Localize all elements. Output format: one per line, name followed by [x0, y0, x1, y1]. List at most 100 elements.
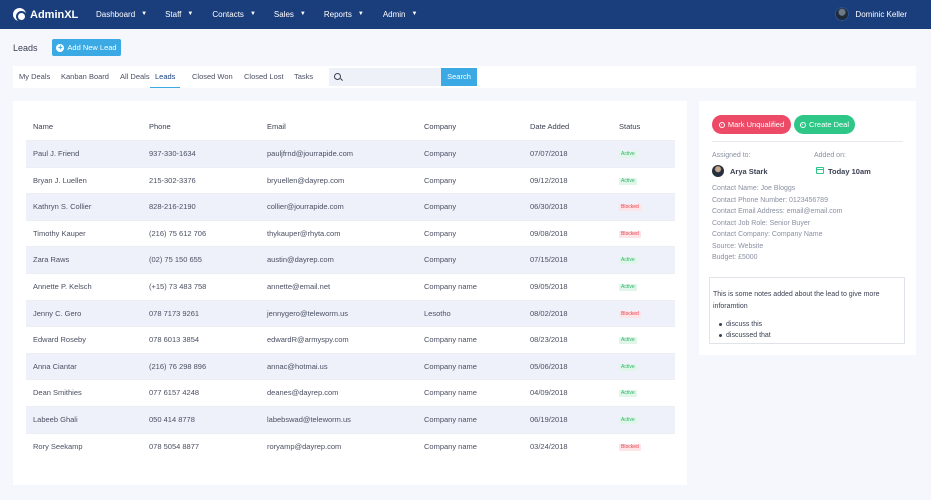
cell-company: Company: [424, 175, 457, 185]
cell-email[interactable]: edwardR@armyspy.com: [267, 335, 349, 345]
table-row[interactable]: Kathryn S. Collier 828-216-2190 collier@jo…: [26, 193, 675, 220]
column-header-status[interactable]: Status: [619, 122, 641, 131]
contact-email: Contact Email Address: email@email.com: [712, 208, 843, 215]
cell-date: 03/24/2018: [530, 441, 568, 451]
circle-icon: [718, 121, 725, 128]
cell-phone: (216) 75 612 706: [149, 228, 207, 238]
added-on-label: Added on:: [814, 152, 846, 159]
status-badge: Active: [619, 151, 637, 158]
cell-name: Edward Roseby: [33, 335, 86, 345]
cell-email[interactable]: collier@jourrapide.com: [267, 202, 344, 212]
cell-name: Zara Raws: [33, 255, 70, 265]
cell-date: 07/07/2018: [530, 149, 568, 158]
table-row[interactable]: Dean Smithies 077 6157 4248 deanes@dayrep.…: [26, 379, 675, 406]
cell-company: Company name: [424, 282, 477, 291]
nav-label: Staff: [165, 10, 182, 19]
nav-item-dashboard[interactable]: Dashboard ▼: [96, 10, 147, 19]
cell-company: Company name: [424, 361, 477, 371]
column-header-email[interactable]: Email: [267, 122, 286, 131]
cell-name: Rory Seekamp: [33, 441, 83, 451]
cell-company: Company: [424, 149, 457, 158]
cell-phone: 078 5054 8877: [149, 441, 200, 451]
leads-table: Name Phone Email Company Date Added Stat…: [13, 101, 687, 485]
nav-item-reports[interactable]: Reports ▼: [324, 10, 364, 19]
cell-name: Paul J. Friend: [33, 149, 80, 158]
column-header-company[interactable]: Company: [424, 122, 457, 131]
tab-closed-won[interactable]: Closed Won: [192, 72, 233, 81]
tab-kanban-board[interactable]: Kanban Board: [61, 72, 109, 81]
create-deal-button[interactable]: Create Deal: [794, 115, 855, 134]
brand[interactable]: AdminXL: [13, 8, 96, 22]
column-header-phone[interactable]: Phone: [149, 122, 171, 131]
table-row[interactable]: Rory Seekamp 078 5054 8877 roryamp@dayrep.…: [26, 432, 675, 460]
assigned-to-name[interactable]: Arya Stark: [730, 167, 768, 176]
nav-item-sales[interactable]: Sales ▼: [274, 10, 306, 19]
table-row[interactable]: Bryan J. Luellen 215-302-3376 bryuellen@da…: [26, 166, 675, 194]
notes-box: This is some notes added about the lead …: [709, 277, 905, 344]
table-row[interactable]: Jenny C. Gero 078 7173 9261 jennygero@tele…: [26, 299, 675, 327]
search-button[interactable]: Search: [441, 68, 477, 86]
mark-unqualified-label: Mark Unqualified: [727, 120, 785, 129]
mark-unqualified-button[interactable]: Mark Unqualified: [712, 115, 791, 134]
cell-date: 08/23/2018: [530, 335, 568, 345]
contact-job-role: Contact Job Role: Senior Buyer: [712, 219, 811, 227]
lead-budget: Budget: £5000: [712, 254, 758, 261]
nav-label: Dashboard: [96, 10, 136, 19]
tab-closed-lost[interactable]: Closed Lost: [244, 72, 284, 81]
cell-email[interactable]: thykauper@rhyta.com: [267, 228, 341, 238]
column-header-date-added[interactable]: Date Added: [530, 122, 570, 131]
cell-company: Company name: [424, 335, 477, 345]
column-header-name[interactable]: Name: [33, 122, 54, 131]
status-badge: Blocked: [619, 204, 641, 212]
cell-phone: 078 6013 3854: [149, 335, 200, 345]
brand-name: AdminXL: [30, 8, 79, 21]
tab-my-deals[interactable]: My Deals: [19, 72, 51, 81]
cell-phone: 077 6157 4248: [149, 388, 200, 398]
cell-name: Jenny C. Gero: [33, 308, 82, 318]
tab-all-deals[interactable]: All Deals: [120, 72, 150, 81]
cell-email[interactable]: bryuellen@dayrep.com: [267, 175, 345, 185]
page-title: Leads: [13, 43, 38, 53]
chevron-down-icon: ▼: [141, 10, 148, 17]
status-badge: Blocked: [619, 443, 641, 451]
cell-company: Company: [424, 228, 457, 238]
cell-phone: (+15) 73 483 758: [149, 282, 207, 291]
divider: [712, 141, 903, 142]
list-item: discuss this: [719, 319, 771, 330]
logo-icon: [13, 8, 27, 22]
user-menu[interactable]: Dominic Keller: [835, 7, 907, 21]
cell-email[interactable]: labebswad@teleworm.us: [267, 415, 351, 424]
status-badge: Active: [619, 337, 637, 345]
table-row[interactable]: Edward Roseby 078 6013 3854 edwardR@armysp…: [26, 326, 675, 353]
cell-phone: (216) 76 298 896: [149, 361, 207, 371]
cell-email[interactable]: annac@hotmai.us: [267, 361, 328, 371]
table-row[interactable]: Paul J. Friend 937-330-1634 pauljfrnd@jour…: [26, 140, 675, 167]
nav-item-admin[interactable]: Admin ▼: [383, 10, 418, 19]
nav-item-staff[interactable]: Staff ▼: [165, 10, 193, 19]
table-row[interactable]: Zara Raws (02) 75 150 655 austin@dayrep.co…: [26, 246, 675, 273]
cell-email[interactable]: roryamp@dayrep.com: [267, 441, 342, 451]
cell-name: Dean Smithies: [33, 388, 82, 398]
search-input[interactable]: [345, 69, 441, 85]
cell-email[interactable]: annette@email.net: [267, 282, 331, 291]
table-row[interactable]: Labeeb Ghali 050 414 8778 labebswad@telewo…: [26, 406, 675, 433]
cell-email[interactable]: pauljfrnd@jourrapide.com: [267, 149, 353, 158]
table-row[interactable]: Anna Ciantar (216) 76 298 896 annac@hotmai…: [26, 352, 675, 380]
contact-company: Contact Company: Company Name: [712, 231, 823, 238]
cell-date: 09/08/2018: [530, 228, 568, 238]
add-new-lead-button[interactable]: + Add New Lead: [52, 39, 121, 56]
tab-leads[interactable]: Leads: [150, 66, 181, 88]
cell-date: 06/30/2018: [530, 202, 568, 212]
table-row[interactable]: Annette P. Kelsch (+15) 73 483 758 annette…: [26, 273, 675, 300]
cell-date: 04/09/2018: [530, 388, 568, 398]
cell-email[interactable]: deanes@dayrep.com: [267, 388, 339, 398]
table-row[interactable]: Timothy Kauper (216) 75 612 706 thykauper@…: [26, 219, 675, 247]
cell-phone: 078 7173 9261: [149, 308, 200, 318]
tab-tasks[interactable]: Tasks: [294, 72, 314, 81]
nav-label: Admin: [382, 10, 406, 19]
cell-email[interactable]: austin@dayrep.com: [267, 255, 334, 265]
nav-item-contacts[interactable]: Contacts ▼: [212, 10, 256, 19]
notes-text: This is some notes added about the lead …: [713, 291, 880, 310]
contact-phone: Contact Phone Number: 0123456789: [712, 196, 828, 204]
cell-email[interactable]: jennygero@teleworm.us: [267, 308, 348, 318]
